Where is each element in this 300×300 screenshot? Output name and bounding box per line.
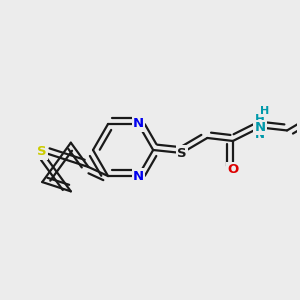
Text: N: N — [133, 118, 144, 130]
Text: O: O — [227, 163, 238, 176]
Text: N: N — [254, 121, 266, 134]
Text: S: S — [38, 146, 47, 158]
Text: N: N — [133, 169, 144, 182]
Text: H
N: H N — [255, 113, 265, 141]
Text: H: H — [260, 106, 269, 116]
Text: S: S — [177, 146, 187, 160]
